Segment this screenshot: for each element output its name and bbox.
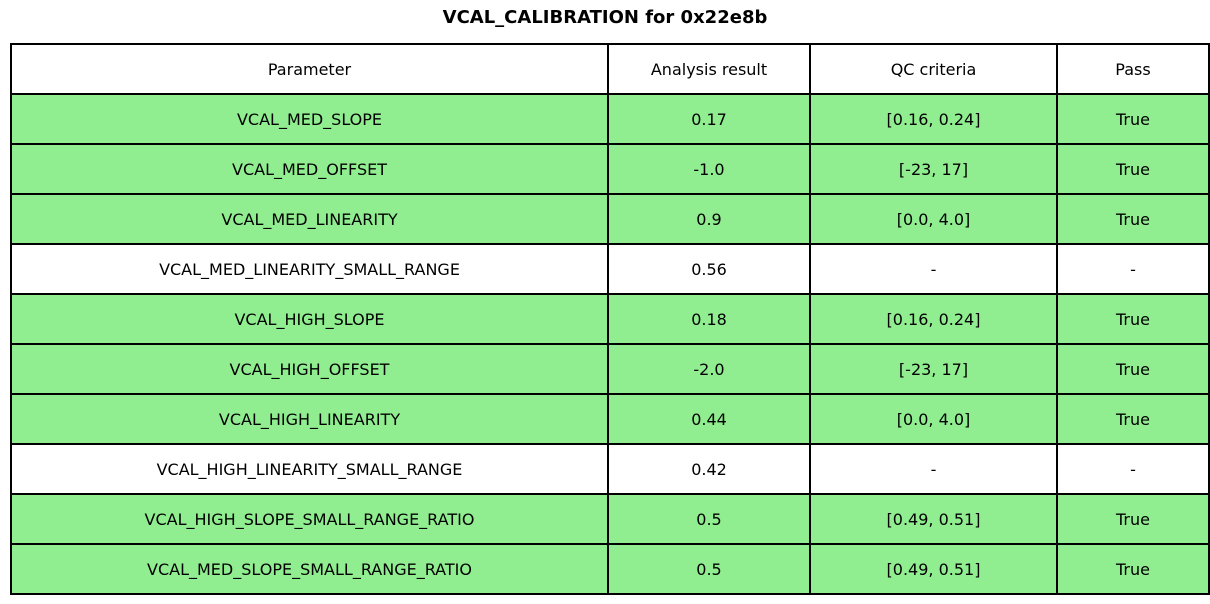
cell-qc-criteria: [0.0, 4.0]: [809, 393, 1058, 445]
cell-qc-criteria: [-23, 17]: [809, 343, 1058, 395]
cell-qc-criteria: [0.0, 4.0]: [809, 193, 1058, 245]
page-title: VCAL_CALIBRATION for 0x22e8b: [442, 7, 768, 28]
table-row: VCAL_MED_SLOPE_SMALL_RANGE_RATIO 0.5 [0.49…: [10, 543, 1210, 595]
cell-qc-criteria: [0.16, 0.24]: [809, 293, 1058, 345]
cell-pass: -: [1056, 443, 1210, 495]
cell-qc-criteria: -: [809, 243, 1058, 295]
cell-pass: True: [1056, 143, 1210, 195]
cell-analysis-result: 0.18: [607, 293, 811, 345]
column-header-parameter: Parameter: [10, 43, 609, 95]
table-row: VCAL_HIGH_SLOPE_SMALL_RANGE_RATIO 0.5 [0.4…: [10, 493, 1210, 545]
cell-analysis-result: 0.5: [607, 493, 811, 545]
table-row: VCAL_HIGH_LINEARITY_SMALL_RANGE 0.42- -: [10, 443, 1210, 495]
cell-analysis-result: 0.42: [607, 443, 811, 495]
cell-pass: True: [1056, 93, 1210, 145]
cell-parameter: VCAL_MED_SLOPE: [10, 93, 609, 145]
table-row: VCAL_MED_LINEARITY_SMALL_RANGE 0.56- -: [10, 243, 1210, 295]
cell-analysis-result: -2.0: [607, 343, 811, 395]
cell-parameter: VCAL_MED_OFFSET: [10, 143, 609, 195]
cell-pass: -: [1056, 243, 1210, 295]
column-header-analysis-result: Analysis result: [607, 43, 811, 95]
cell-parameter: VCAL_HIGH_SLOPE_SMALL_RANGE_RATIO: [10, 493, 609, 545]
cell-parameter: VCAL_HIGH_LINEARITY: [10, 393, 609, 445]
column-header-pass: Pass: [1056, 43, 1210, 95]
header-row: Parameter Analysis result QC criteria Pass: [10, 43, 1210, 95]
cell-analysis-result: 0.17: [607, 93, 811, 145]
cell-analysis-result: -1.0: [607, 143, 811, 195]
cell-qc-criteria: [-23, 17]: [809, 143, 1058, 195]
table-row: VCAL_HIGH_LINEARITY 0.44 [0.0, 4.0] True: [10, 393, 1210, 445]
cell-parameter: VCAL_HIGH_LINEARITY_SMALL_RANGE: [10, 443, 609, 495]
cell-qc-criteria: [0.16, 0.24]: [809, 93, 1058, 145]
cell-qc-criteria: [0.49, 0.51]: [809, 543, 1058, 595]
cell-qc-criteria: -: [809, 443, 1058, 495]
table-row: VCAL_MED_SLOPE 0.17 [0.16, 0.24] True: [10, 93, 1210, 145]
cell-parameter: VCAL_MED_LINEARITY_SMALL_RANGE: [10, 243, 609, 295]
table-row: VCAL_MED_OFFSET -1.0 [-23, 17] True: [10, 143, 1210, 195]
cell-parameter: VCAL_MED_LINEARITY: [10, 193, 609, 245]
cell-pass: True: [1056, 493, 1210, 545]
cell-analysis-result: 0.9: [607, 193, 811, 245]
cell-analysis-result: 0.44: [607, 393, 811, 445]
cell-analysis-result: 0.5: [607, 543, 811, 595]
cell-pass: True: [1056, 393, 1210, 445]
table-body: VCAL_MED_SLOPE 0.17 [0.16, 0.24] True VCAL_M…: [10, 93, 1210, 595]
table-row: VCAL_HIGH_OFFSET -2.0 [-23, 17] True: [10, 343, 1210, 395]
qc-results-table: Parameter Analysis result QC criteria Pass …: [10, 43, 1210, 595]
cell-qc-criteria: [0.49, 0.51]: [809, 493, 1058, 545]
column-header-qc-criteria: QC criteria: [809, 43, 1058, 95]
cell-pass: True: [1056, 543, 1210, 595]
cell-parameter: VCAL_MED_SLOPE_SMALL_RANGE_RATIO: [10, 543, 609, 595]
cell-parameter: VCAL_HIGH_SLOPE: [10, 293, 609, 345]
cell-pass: True: [1056, 293, 1210, 345]
table-row: VCAL_HIGH_SLOPE 0.18 [0.16, 0.24] True: [10, 293, 1210, 345]
cell-pass: True: [1056, 193, 1210, 245]
cell-parameter: VCAL_HIGH_OFFSET: [10, 343, 609, 395]
cell-pass: True: [1056, 343, 1210, 395]
cell-analysis-result: 0.56: [607, 243, 811, 295]
table-row: VCAL_MED_LINEARITY 0.9 [0.0, 4.0] True: [10, 193, 1210, 245]
